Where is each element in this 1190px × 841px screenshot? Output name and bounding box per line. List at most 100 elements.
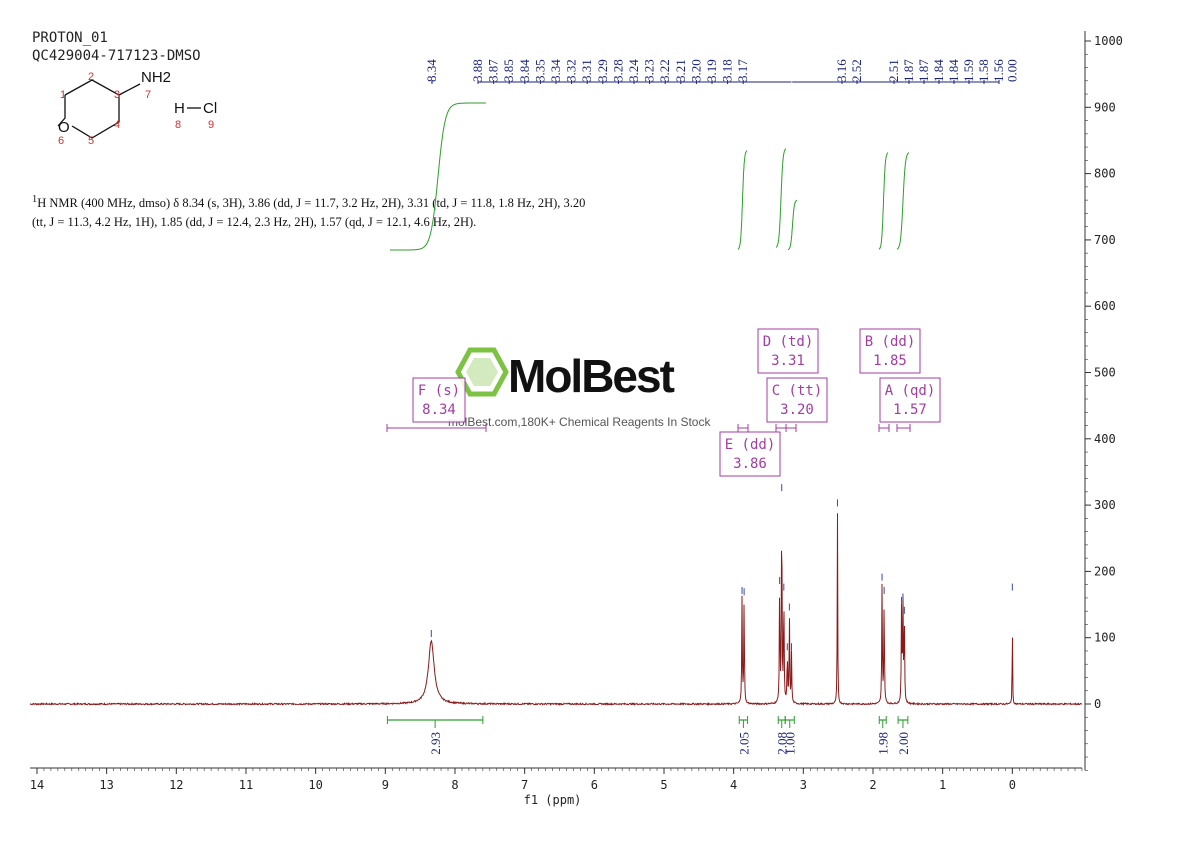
integral-curve bbox=[878, 152, 889, 250]
peak-label-leader bbox=[903, 80, 1000, 84]
multiplet-box bbox=[859, 328, 921, 374]
y-tick-label: 400 bbox=[1094, 432, 1116, 446]
integral-curve bbox=[787, 199, 798, 251]
y-tick-label: 500 bbox=[1094, 366, 1116, 380]
molecule-structure: O NH2 H Cl 1 2 3 4 5 6 7 8 9 bbox=[57, 69, 217, 147]
y-tick-label: 900 bbox=[1094, 100, 1116, 114]
axes: 14 13 12 11 10 9 8 7 6 5 4 3 2 1 0f1 (ppm)100090080070… bbox=[30, 31, 1123, 807]
multiplet-id: A (qd) bbox=[885, 383, 936, 399]
x-tick-label: 9 bbox=[382, 778, 389, 792]
multiplet-id: B (dd) bbox=[865, 334, 916, 350]
atom-label: 6 bbox=[58, 135, 64, 147]
multiplet-box bbox=[879, 377, 941, 423]
y-tick-label: 800 bbox=[1094, 167, 1116, 181]
peak-label: 3.22 bbox=[657, 59, 672, 82]
peak-label: 1.58 bbox=[976, 59, 991, 82]
multiplet-box bbox=[719, 431, 781, 477]
multiplet-shift: 3.20 bbox=[780, 402, 814, 418]
integral-value: 2.08 bbox=[775, 732, 790, 755]
integral-value: 2.05 bbox=[736, 732, 751, 755]
x-tick-label: 10 bbox=[308, 778, 322, 792]
y-tick-label: 200 bbox=[1094, 564, 1116, 578]
peak-label: 3.28 bbox=[610, 59, 625, 82]
multiplet-boxes: F (s) 8.34 D (td) 3.31 C (tt) 3.20 E (dd) 3.86 B… bbox=[386, 328, 941, 477]
integral-curve bbox=[737, 150, 748, 250]
peak-label: 3.16 bbox=[834, 59, 849, 82]
logo-text: MolBest bbox=[508, 350, 675, 402]
peak-label: 3.18 bbox=[720, 59, 735, 82]
multiplet-id: D (td) bbox=[763, 334, 814, 350]
atom-label: 3 bbox=[114, 89, 120, 101]
atom-label: 4 bbox=[114, 119, 120, 131]
peak-label: 3.20 bbox=[688, 59, 703, 82]
multiplet-box bbox=[766, 377, 828, 423]
peak-label: 3.23 bbox=[642, 59, 657, 82]
y-tick-label: 600 bbox=[1094, 299, 1116, 313]
watermark-tagline: molBest.com,180K+ Chemical Reagents In S… bbox=[448, 415, 711, 429]
logo-inner-icon bbox=[466, 358, 498, 386]
summary-superscript: 1 bbox=[32, 194, 38, 205]
x-tick-label: 0 bbox=[1009, 778, 1016, 792]
spectrum-trace bbox=[29, 484, 1083, 707]
y-tick-label: 100 bbox=[1094, 631, 1116, 645]
peak-label: 3.19 bbox=[704, 59, 719, 82]
watermark: MolBest molBest.com,180K+ Chemical Reage… bbox=[448, 347, 711, 429]
multiplet-shift: 3.86 bbox=[733, 456, 767, 472]
peak-label: 2.51 bbox=[886, 59, 901, 82]
hcl-hydrogen: H bbox=[174, 100, 185, 117]
atom-label: 1 bbox=[60, 89, 66, 101]
peak-label: 3.85 bbox=[501, 59, 516, 82]
peak-label: 1.84 bbox=[946, 59, 961, 82]
peak-label: 1.87 bbox=[916, 59, 931, 82]
integral-value: 2.00 bbox=[896, 732, 911, 755]
integral-value: 1.98 bbox=[876, 732, 891, 755]
peak-label: 3.32 bbox=[564, 59, 579, 82]
peak-label: 1.56 bbox=[991, 59, 1006, 82]
peak-label-leader bbox=[742, 80, 792, 84]
integral-value: 1.00 bbox=[783, 732, 798, 755]
y-tick-label: 1000 bbox=[1094, 34, 1123, 48]
summary-text: H NMR (400 MHz, dmso) δ 8.34 (s, 3H), 3.… bbox=[32, 196, 586, 230]
ring-bonds bbox=[57, 79, 141, 139]
y-tick-label: 700 bbox=[1094, 233, 1116, 247]
peak-label: 3.31 bbox=[579, 59, 594, 82]
x-tick-label: 8 bbox=[451, 778, 458, 792]
multiplet-shift: 1.85 bbox=[873, 353, 907, 369]
x-tick-label: 12 bbox=[169, 778, 183, 792]
peak-label: 1.87 bbox=[901, 59, 916, 82]
peak-label: 2.52 bbox=[849, 59, 864, 82]
logo-hexagon-icon bbox=[455, 347, 509, 397]
multiplet-box bbox=[757, 328, 819, 374]
x-tick-label: 13 bbox=[99, 778, 113, 792]
peak-label: 1.59 bbox=[961, 59, 976, 82]
atom-label: 7 bbox=[145, 89, 151, 101]
sample-name: QC429004-717123-DMSO bbox=[32, 48, 201, 64]
x-tick-label: 3 bbox=[800, 778, 807, 792]
peak-label: 3.17 bbox=[735, 59, 750, 82]
multiplet-id: F (s) bbox=[418, 383, 460, 399]
integral-value: 2.93 bbox=[428, 732, 443, 755]
integral-curves bbox=[390, 102, 910, 251]
multiplet-id: C (tt) bbox=[772, 383, 823, 399]
oxygen-atom: O bbox=[58, 119, 70, 136]
peak-label: 3.34 bbox=[548, 59, 563, 82]
atom-label: 5 bbox=[88, 135, 94, 147]
nmr-summary: 1H NMR (400 MHz, dmso) δ 8.34 (s, 3H), 3… bbox=[32, 190, 592, 232]
x-tick-label: 4 bbox=[730, 778, 737, 792]
x-tick-label: 14 bbox=[30, 778, 44, 792]
y-tick-label: 300 bbox=[1094, 498, 1116, 512]
integral-curve bbox=[775, 148, 787, 248]
atom-label: 8 bbox=[175, 119, 181, 131]
integral-markers: 2.93 2.05 2.081.00 1.98 2.00 bbox=[386, 716, 911, 755]
peak-label: 3.21 bbox=[673, 59, 688, 82]
y-tick-label: 0 bbox=[1094, 697, 1101, 711]
multiplet-shift: 8.34 bbox=[422, 402, 456, 418]
peak-label: 3.29 bbox=[595, 59, 610, 82]
spectrum-line bbox=[29, 513, 1083, 707]
peak-labels: 8.34 3.88 3.87 3.85 3.84 3.35 3.34 3.32 3.31 3.29… bbox=[424, 59, 1019, 84]
peak-label: 8.34 bbox=[424, 59, 439, 82]
amine-group: NH2 bbox=[141, 69, 171, 86]
peak-label: 3.35 bbox=[532, 59, 547, 82]
integral-curve bbox=[896, 152, 910, 250]
